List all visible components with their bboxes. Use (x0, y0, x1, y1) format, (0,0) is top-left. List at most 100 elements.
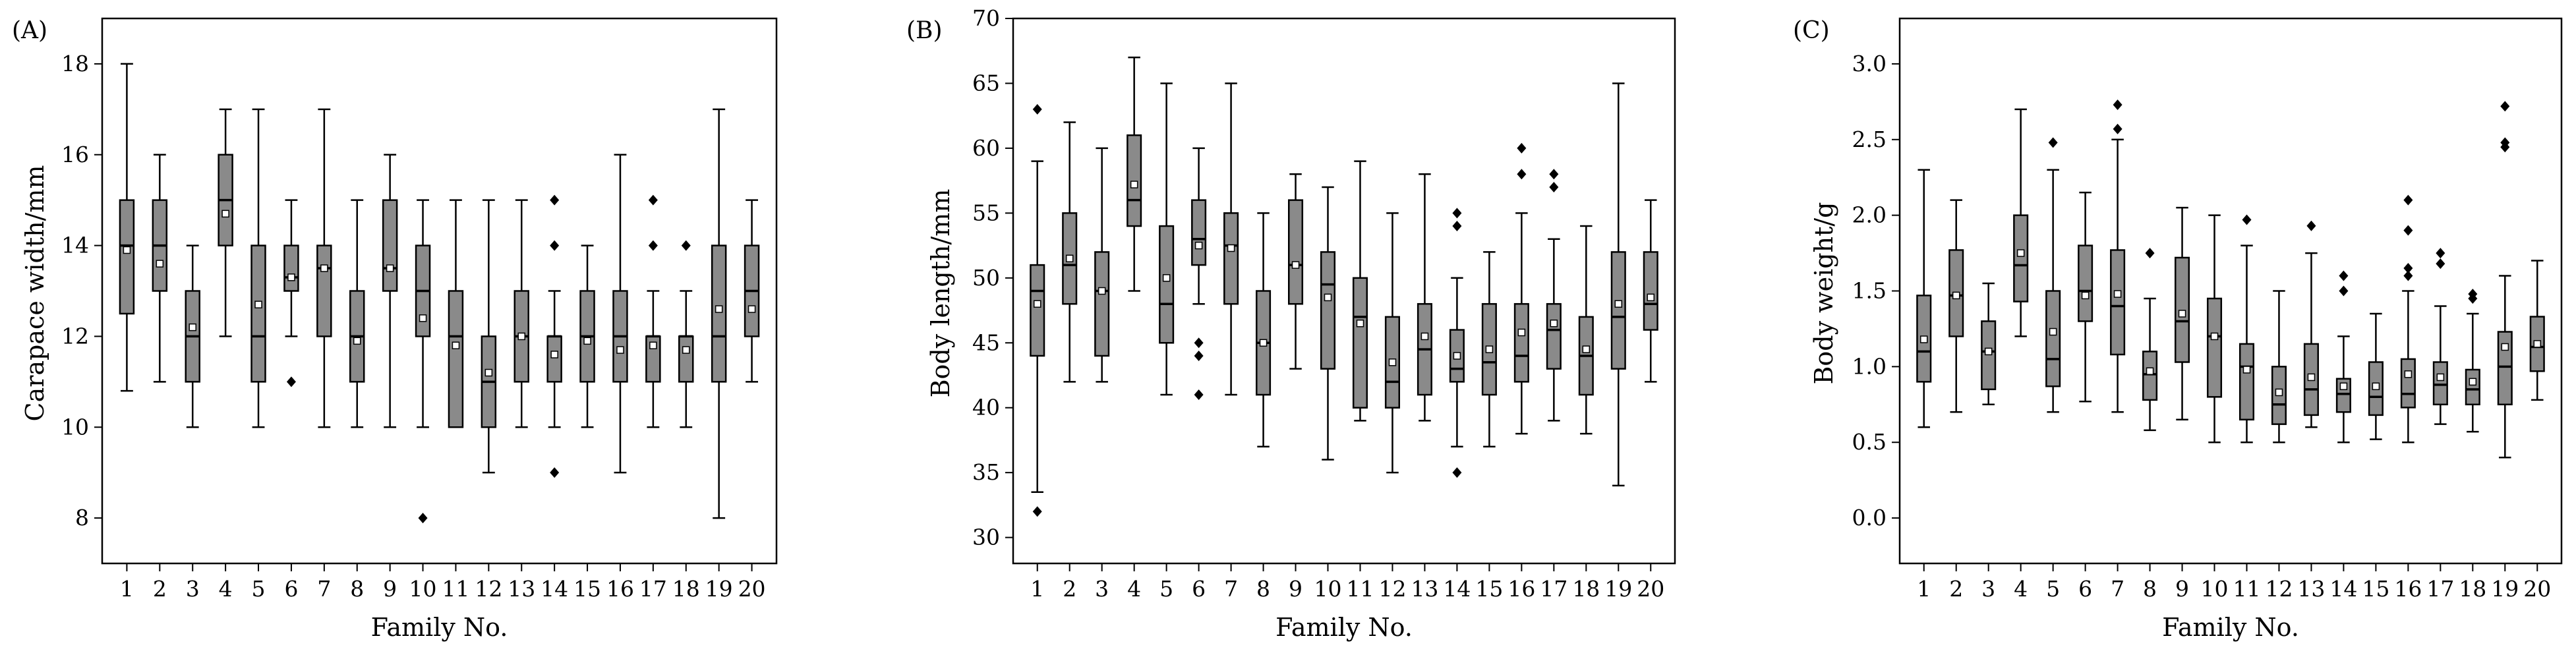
mean-marker (2501, 343, 2509, 351)
outlier-point (1452, 467, 1462, 478)
box-18 (678, 240, 694, 428)
x-tick-label: 17 (2426, 576, 2454, 602)
box-iqr (1127, 134, 1142, 227)
x-tick-label: 9 (1289, 576, 1303, 602)
mean-marker (189, 323, 196, 331)
x-axis-title: Family No. (2162, 613, 2299, 642)
x-tick-label: 10 (2201, 576, 2229, 602)
x-tick-label: 4 (219, 576, 233, 602)
box-iqr (546, 335, 562, 383)
y-tick-label: 35 (972, 459, 1000, 485)
x-tick-label: 5 (1159, 576, 1173, 602)
mean-marker (1291, 261, 1300, 269)
x-tick-label: 18 (672, 576, 700, 602)
box-iqr (2206, 297, 2223, 398)
box-iqr (250, 244, 266, 383)
box-7 (1223, 82, 1239, 396)
outlier-point (2403, 194, 2413, 206)
x-tick-label: 8 (350, 576, 364, 602)
box-iqr (1030, 264, 1045, 357)
y-tick-label: 14 (61, 233, 89, 258)
box-8 (2142, 248, 2158, 432)
box-11 (1352, 160, 1368, 422)
mean-marker (452, 341, 460, 349)
x-tick-label: 16 (1508, 576, 1535, 602)
mean-marker (1065, 254, 1074, 263)
x-tick-label: 13 (2297, 576, 2325, 602)
y-tick-label: 30 (972, 525, 1000, 550)
x-tick-label: 7 (1224, 576, 1238, 602)
y-tick-label: 50 (972, 265, 1000, 291)
mean-marker (550, 351, 558, 358)
box-iqr (2497, 331, 2513, 406)
x-tick-label: 18 (2459, 576, 2486, 602)
mean-marker (221, 210, 229, 218)
x-tick-label: 6 (284, 576, 298, 602)
box-5 (2045, 137, 2061, 413)
mean-marker (1033, 300, 1041, 308)
x-tick-label: 11 (442, 576, 469, 602)
mean-marker (1485, 345, 1494, 353)
outlier-point (286, 376, 296, 387)
mean-marker (1952, 291, 1960, 300)
x-tick-label: 17 (639, 576, 667, 602)
mean-marker (287, 273, 295, 281)
mean-marker (2436, 373, 2445, 382)
outlier-point (2403, 270, 2413, 281)
outlier-point (1194, 350, 1204, 361)
y-axis-title: Carapace width/mm (20, 165, 49, 422)
box-13 (513, 199, 529, 428)
box-9 (1288, 173, 1304, 370)
mean-marker (1647, 293, 1655, 302)
mean-marker (320, 264, 328, 272)
x-tick-label: 11 (2233, 576, 2260, 602)
x-tick-label: 3 (1981, 576, 1995, 602)
y-tick-label: 1.0 (1852, 353, 1887, 379)
box-iqr (283, 244, 299, 292)
box-iqr (448, 290, 464, 428)
y-tick-label: 10 (61, 414, 89, 440)
y-tick-label: 40 (972, 395, 1000, 420)
outlier-point (2048, 137, 2058, 148)
mean-marker (517, 332, 526, 341)
plot-frame (1012, 17, 1676, 565)
box-14 (1449, 208, 1465, 478)
x-tick-label: 14 (2329, 576, 2357, 602)
outlier-point (2468, 293, 2478, 304)
mean-marker (1984, 347, 1993, 356)
mean-marker (1517, 328, 1526, 337)
y-tick-label: 0.0 (1852, 505, 1887, 530)
box-18 (2465, 289, 2480, 433)
outlier-point (2306, 220, 2316, 231)
x-tick-label: 6 (2078, 576, 2092, 602)
box-iqr (2110, 249, 2126, 356)
box-8 (349, 199, 365, 428)
box-10 (1320, 186, 1336, 461)
box-18 (1578, 225, 1594, 435)
mean-marker (123, 246, 131, 254)
mean-marker (2469, 378, 2477, 386)
outlier-point (1452, 221, 1462, 232)
outlier-point (2145, 248, 2155, 259)
x-tick-label: 19 (2491, 576, 2519, 602)
box-20 (2529, 260, 2545, 401)
outlier-point (1032, 103, 1042, 115)
box-2 (1062, 121, 1078, 383)
mean-marker (2404, 370, 2413, 378)
box-3 (1981, 282, 1997, 406)
x-tick-label: 15 (2362, 576, 2389, 602)
outlier-point (1194, 337, 1204, 349)
outlier-point (648, 240, 658, 251)
y-tick-label: 18 (61, 51, 89, 76)
x-axis-title: Family No. (371, 613, 508, 642)
box-1 (1916, 169, 1932, 428)
mean-marker (353, 337, 361, 345)
x-tick-label: 20 (738, 576, 766, 602)
mean-marker (1614, 300, 1623, 308)
box-1 (119, 63, 135, 392)
box-7 (2110, 99, 2126, 413)
outlier-point (418, 513, 428, 524)
box-10 (415, 199, 431, 524)
